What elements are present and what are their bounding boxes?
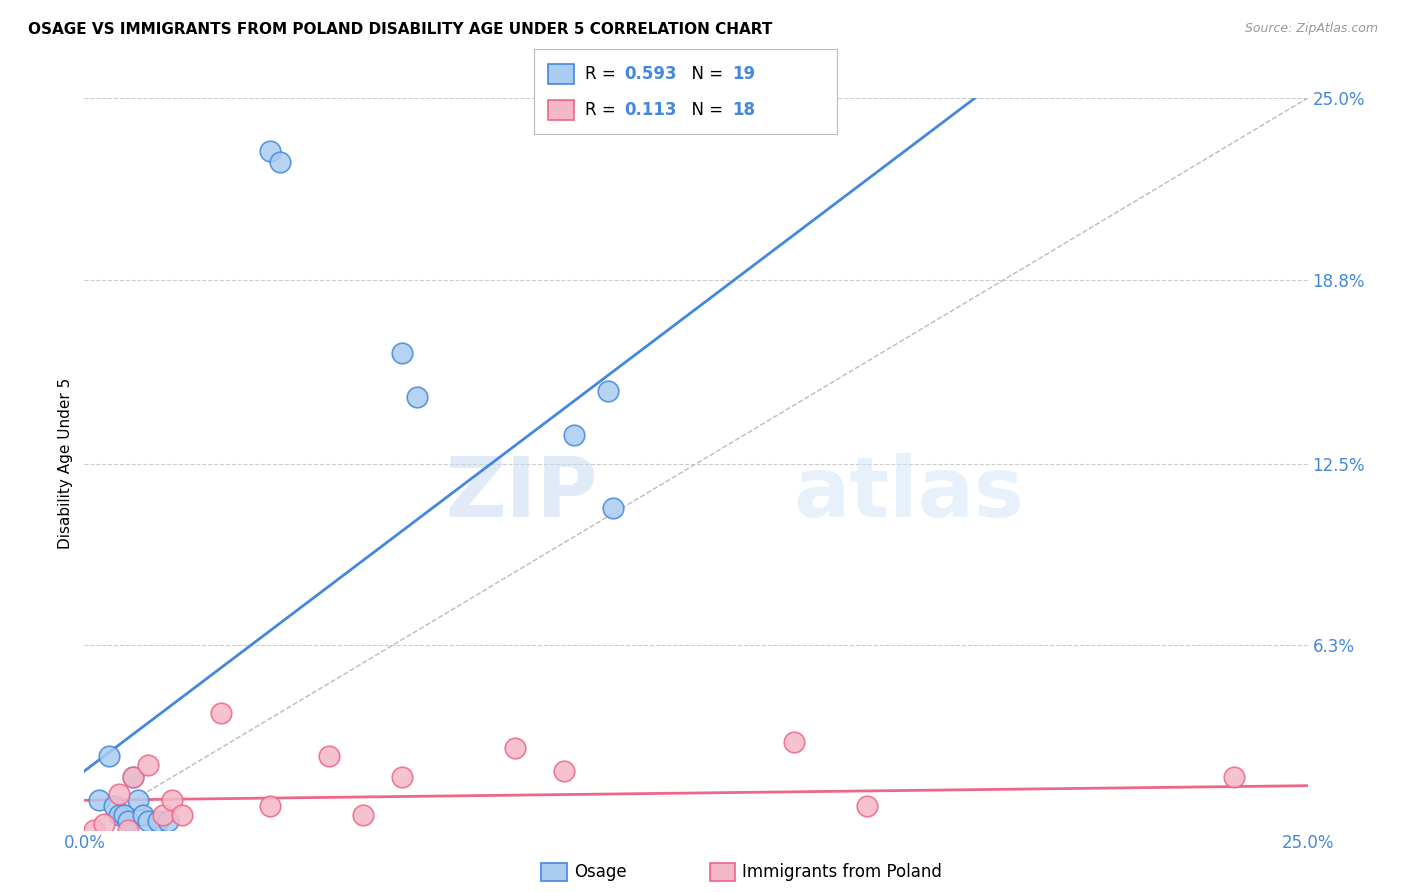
Text: 0.113: 0.113: [624, 101, 676, 119]
Point: [136, 758, 159, 772]
Point: [856, 799, 879, 814]
Point: [783, 735, 806, 749]
Y-axis label: Disability Age Under 5: Disability Age Under 5: [58, 378, 73, 549]
Text: ZIP: ZIP: [446, 452, 598, 533]
Point: [596, 384, 619, 398]
Point: [93, 816, 115, 830]
Text: Immigrants from Poland: Immigrants from Poland: [742, 863, 942, 881]
Point: [1223, 770, 1246, 784]
Point: [117, 822, 139, 837]
Point: [107, 808, 129, 822]
Point: [97, 749, 120, 764]
Point: [391, 770, 413, 784]
Text: 19: 19: [733, 65, 755, 83]
Text: Source: ZipAtlas.com: Source: ZipAtlas.com: [1244, 22, 1378, 36]
Point: [152, 808, 174, 822]
Point: [146, 814, 169, 828]
Point: [122, 770, 145, 784]
Text: Osage: Osage: [574, 863, 626, 881]
Point: [259, 799, 281, 814]
Point: [117, 814, 139, 828]
Point: [318, 749, 340, 764]
Point: [127, 793, 149, 807]
Point: [503, 740, 526, 755]
Point: [553, 764, 575, 778]
Point: [83, 822, 105, 837]
Point: [352, 808, 374, 822]
Text: 0.593: 0.593: [624, 65, 676, 83]
Point: [562, 427, 585, 442]
Text: R =: R =: [585, 101, 626, 119]
Text: N =: N =: [681, 101, 728, 119]
Point: [122, 770, 145, 784]
Point: [406, 390, 429, 404]
Text: OSAGE VS IMMIGRANTS FROM POLAND DISABILITY AGE UNDER 5 CORRELATION CHART: OSAGE VS IMMIGRANTS FROM POLAND DISABILI…: [28, 22, 772, 37]
Point: [136, 814, 159, 828]
Point: [103, 799, 125, 814]
Point: [162, 793, 184, 807]
Point: [269, 155, 291, 169]
Point: [107, 788, 129, 802]
Point: [391, 345, 413, 359]
Point: [132, 808, 155, 822]
Text: N =: N =: [681, 65, 728, 83]
Text: 18: 18: [733, 101, 755, 119]
Point: [172, 808, 194, 822]
Point: [87, 793, 110, 807]
Text: atlas: atlas: [794, 452, 1025, 533]
Point: [602, 500, 624, 515]
Point: [209, 706, 232, 720]
Point: [112, 808, 135, 822]
Point: [259, 144, 281, 158]
Point: [156, 814, 179, 828]
Text: R =: R =: [585, 65, 621, 83]
